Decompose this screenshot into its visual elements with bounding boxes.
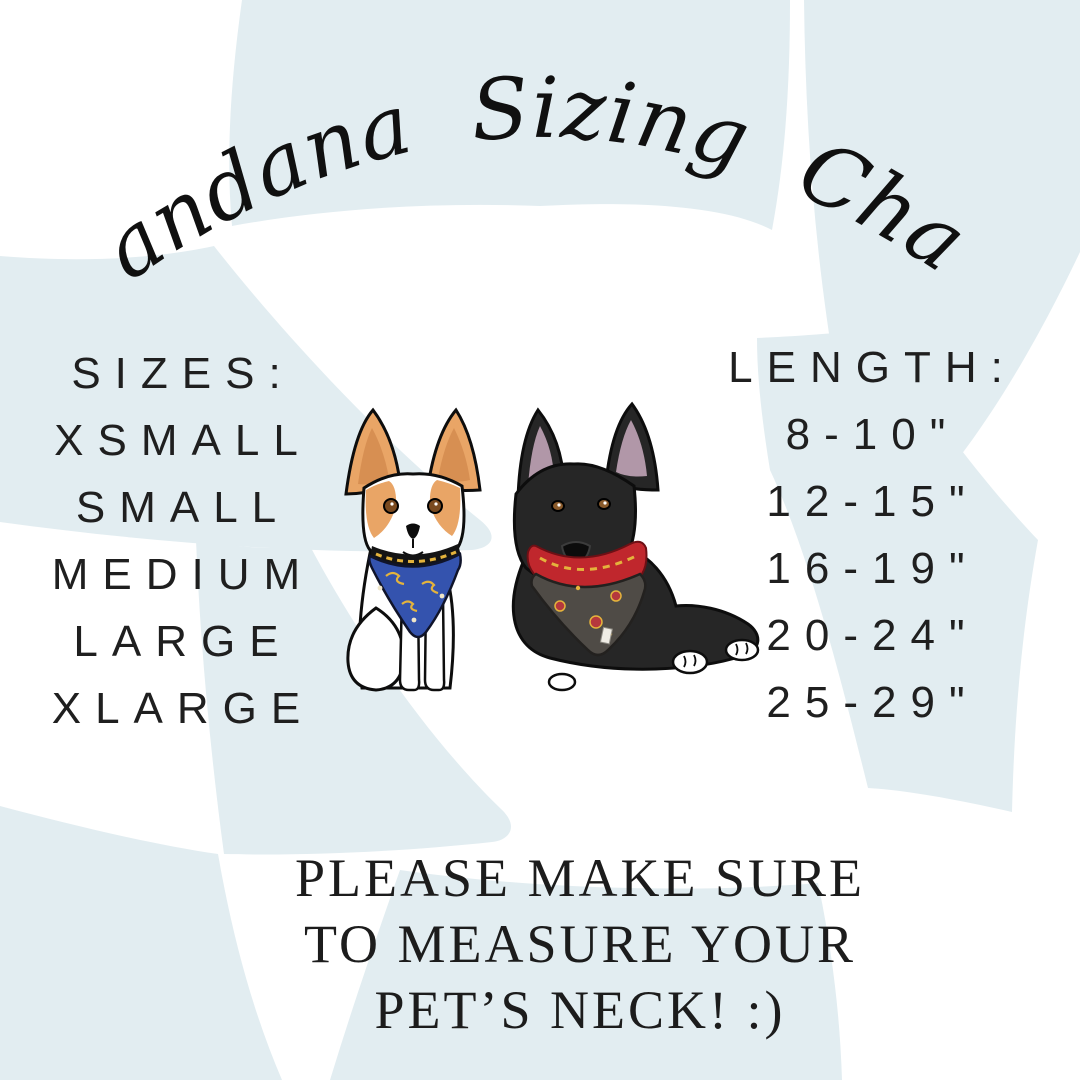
size-row-large: LARGE [73, 617, 293, 666]
blue-bandana-kerchief [368, 552, 462, 639]
tan-dog-left-inner-ear [358, 428, 389, 485]
bg-tile-top-center [229, 0, 790, 230]
small-tan-dog-illustration [344, 407, 482, 692]
blue-bandana-gold-squiggles [385, 571, 439, 613]
tan-dog-nose [406, 523, 420, 539]
tan-dog-right-inner-ear [438, 428, 470, 482]
blue-bandana-collar [370, 544, 461, 567]
length-row-large: 20-24" [766, 611, 979, 660]
black-dog-front-paw-2 [724, 638, 760, 662]
bg-tile-bottom-center [330, 870, 842, 1080]
eye-glint [603, 501, 607, 505]
eye-glint [557, 503, 561, 507]
blue-bandana-dot [377, 585, 383, 591]
size-row-xlarge: XLARGE [51, 684, 315, 733]
kerchief-dot [575, 585, 581, 591]
red-bandana-band [526, 540, 648, 588]
length-row-small: 12-15" [766, 477, 979, 526]
bg-tile-right-middle [757, 328, 1038, 812]
sizes-header: SIZES: [71, 349, 295, 398]
black-dog-right-inner-ear [616, 420, 647, 477]
length-column: LENGTH: 8-10" 12-15" 16-19" 20-24" 25-29… [700, 334, 1045, 736]
kerchief-tag [599, 626, 613, 645]
page-title-text: Bandana Sizing Chart [0, 0, 984, 299]
length-row-medium: 16-19" [766, 544, 979, 593]
length-row-xlarge: 25-29" [766, 678, 979, 727]
bg-tile-bottom-left [0, 806, 282, 1080]
footer-note: PLEASE MAKE SURE TO MEASURE YOUR PET’S N… [230, 845, 930, 1043]
blue-bandana-dot [411, 617, 417, 623]
large-black-dog-illustration [511, 401, 760, 692]
bg-tile-center-left-band [196, 540, 512, 855]
kerchief-motif [554, 600, 566, 612]
size-row-medium: MEDIUM [51, 550, 315, 599]
blue-bandana-dot [439, 593, 445, 599]
length-header: LENGTH: [728, 343, 1017, 392]
paw-toes [735, 642, 749, 656]
black-dog-front-paw [671, 649, 709, 675]
kerchief-motif [589, 615, 603, 629]
black-dog-chest-paw [547, 672, 577, 692]
size-row-xsmall: XSMALL [54, 416, 312, 465]
eye-glint [390, 502, 394, 506]
tan-face-patch-right [429, 480, 461, 536]
title-arc: Bandana Sizing Chart [0, 0, 985, 299]
tan-dog-right-eye [427, 498, 443, 514]
length-row-xsmall: 8-10" [785, 410, 960, 459]
paw-toes [683, 654, 697, 668]
footer-note-line-2: TO MEASURE YOUR [303, 914, 857, 974]
tan-dog-left-eye [383, 498, 399, 514]
footer-note-line-3: PET’S NECK! :) [374, 980, 786, 1040]
kerchief-motif [610, 590, 622, 602]
eye-glint [434, 502, 438, 506]
size-row-small: SMALL [75, 483, 291, 532]
footer-note-line-1: PLEASE MAKE SURE [294, 848, 866, 908]
tan-face-patch-left [365, 481, 397, 538]
page-title: Bandana Sizing Chart [0, 0, 985, 299]
dogs-illustration [344, 401, 760, 692]
sizes-column: SIZES: XSMALL SMALL MEDIUM LARGE XLARGE [18, 340, 348, 742]
